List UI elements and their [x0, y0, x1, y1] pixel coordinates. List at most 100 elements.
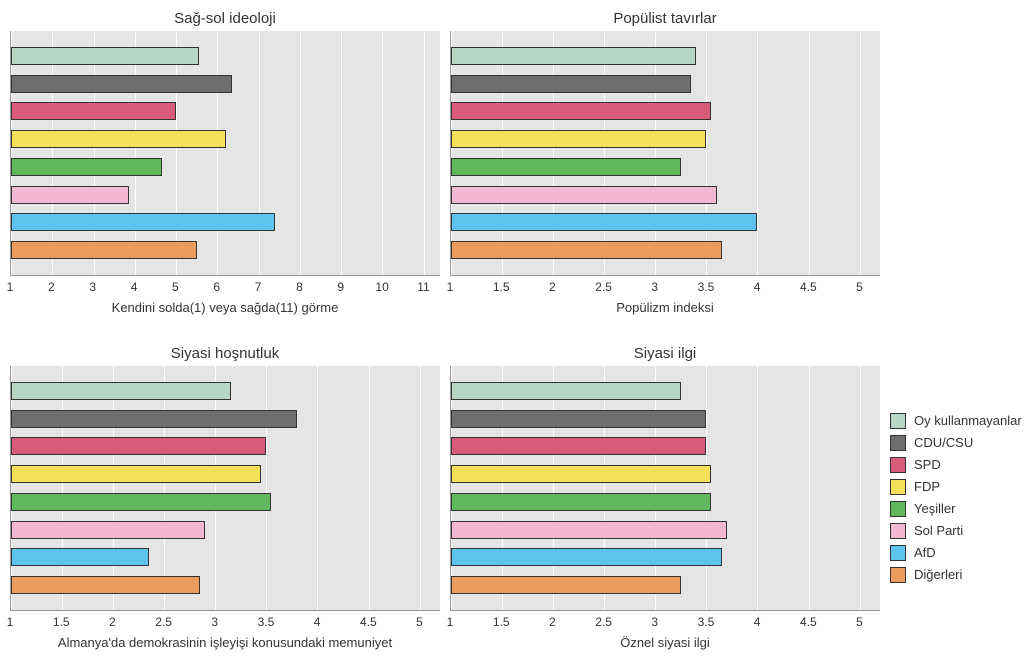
bar-cdu — [451, 75, 691, 93]
bar-spd — [11, 437, 266, 455]
bar-slot — [451, 75, 880, 93]
legend-swatch — [890, 479, 906, 495]
bar-slot — [451, 465, 880, 483]
bar-slot — [11, 241, 440, 259]
bar-cdu — [11, 75, 232, 93]
bar-slot — [11, 548, 440, 566]
bar-yes — [11, 158, 162, 176]
bar-slot — [11, 130, 440, 148]
legend-swatch — [890, 435, 906, 451]
bar-slot — [11, 382, 440, 400]
x-tick: 11 — [417, 280, 429, 294]
bar-sol — [451, 521, 727, 539]
x-tick: 1.5 — [493, 615, 510, 629]
bar-afd — [451, 213, 757, 231]
bar-fdp — [11, 465, 261, 483]
bar-slot — [451, 410, 880, 428]
bars — [11, 31, 440, 275]
plot-area-interest — [450, 366, 880, 611]
x-tick: 1 — [447, 615, 454, 629]
x-tick: 5 — [172, 280, 179, 294]
bar-dig — [11, 241, 197, 259]
bar-dig — [11, 576, 200, 594]
x-tick: 2 — [549, 615, 556, 629]
bar-oy — [451, 382, 681, 400]
x-tick: 4 — [754, 615, 761, 629]
bar-sol — [11, 186, 129, 204]
bar-slot — [451, 47, 880, 65]
bar-afd — [11, 213, 275, 231]
bar-slot — [451, 213, 880, 231]
x-axis: 11.522.533.544.55 — [450, 280, 880, 298]
bars — [11, 366, 440, 610]
x-tick: 4.5 — [800, 280, 817, 294]
legend-label: FDP — [914, 479, 940, 494]
bar-oy — [11, 382, 231, 400]
spacer-top-right — [890, 10, 1024, 315]
x-tick: 5 — [416, 615, 423, 629]
bar-slot — [451, 130, 880, 148]
x-tick: 3 — [651, 615, 658, 629]
bar-afd — [11, 548, 149, 566]
bar-slot — [11, 437, 440, 455]
legend-item-yes: Yeşiller — [890, 501, 1024, 517]
x-axis-label: Almanya'da demokrasinin işleyişi konusun… — [10, 635, 440, 650]
bar-yes — [451, 158, 681, 176]
legend-item-fdp: FDP — [890, 479, 1024, 495]
bar-dig — [451, 241, 722, 259]
x-tick: 4 — [314, 615, 321, 629]
x-tick: 3 — [211, 615, 218, 629]
bar-slot — [11, 576, 440, 594]
bar-slot — [451, 437, 880, 455]
bar-yes — [11, 493, 271, 511]
plot-area-satisfaction — [10, 366, 440, 611]
bar-afd — [451, 548, 722, 566]
x-tick: 3.5 — [698, 280, 715, 294]
bar-spd — [451, 102, 711, 120]
bar-yes — [451, 493, 711, 511]
bar-slot — [451, 576, 880, 594]
bar-cdu — [11, 410, 297, 428]
x-tick: 2 — [48, 280, 55, 294]
x-tick: 3 — [89, 280, 96, 294]
dashboard-grid: Sağ-sol ideoloji 1234567891011 Kendini s… — [10, 10, 1014, 650]
panel-title: Siyasi ilgi — [450, 345, 880, 362]
panel-title: Sağ-sol ideoloji — [10, 10, 440, 27]
bar-slot — [451, 186, 880, 204]
bar-slot — [451, 521, 880, 539]
bar-slot — [451, 548, 880, 566]
bar-dig — [451, 576, 681, 594]
legend-swatch — [890, 545, 906, 561]
x-tick: 3.5 — [698, 615, 715, 629]
bar-sol — [451, 186, 717, 204]
bar-slot — [11, 213, 440, 231]
x-tick: 1 — [447, 280, 454, 294]
x-tick: 1.5 — [493, 280, 510, 294]
legend-swatch — [890, 523, 906, 539]
plot-area-ideology — [10, 31, 440, 276]
bar-oy — [11, 47, 199, 65]
bar-oy — [451, 47, 696, 65]
x-tick: 4.5 — [360, 615, 377, 629]
panel-interest: Siyasi ilgi 11.522.533.544.55 Öznel siya… — [450, 345, 880, 650]
legend-item-spd: SPD — [890, 457, 1024, 473]
x-tick: 9 — [337, 280, 344, 294]
legend-label: CDU/CSU — [914, 435, 973, 450]
legend-label: Sol Parti — [914, 523, 963, 538]
legend-item-oy: Oy kullanmayanlar — [890, 413, 1024, 429]
bar-slot — [11, 493, 440, 511]
x-axis-label: Öznel siyasi ilgi — [450, 635, 880, 650]
legend-item-cdu: CDU/CSU — [890, 435, 1024, 451]
bar-slot — [451, 382, 880, 400]
x-tick: 4 — [131, 280, 138, 294]
x-tick: 7 — [255, 280, 262, 294]
bar-cdu — [451, 410, 706, 428]
x-tick: 3 — [651, 280, 658, 294]
bar-slot — [451, 158, 880, 176]
bar-slot — [11, 158, 440, 176]
legend-label: Oy kullanmayanlar — [914, 413, 1022, 428]
legend-label: AfD — [914, 545, 936, 560]
bar-slot — [11, 521, 440, 539]
legend-label: Yeşiller — [914, 501, 955, 516]
x-tick: 2 — [109, 615, 116, 629]
